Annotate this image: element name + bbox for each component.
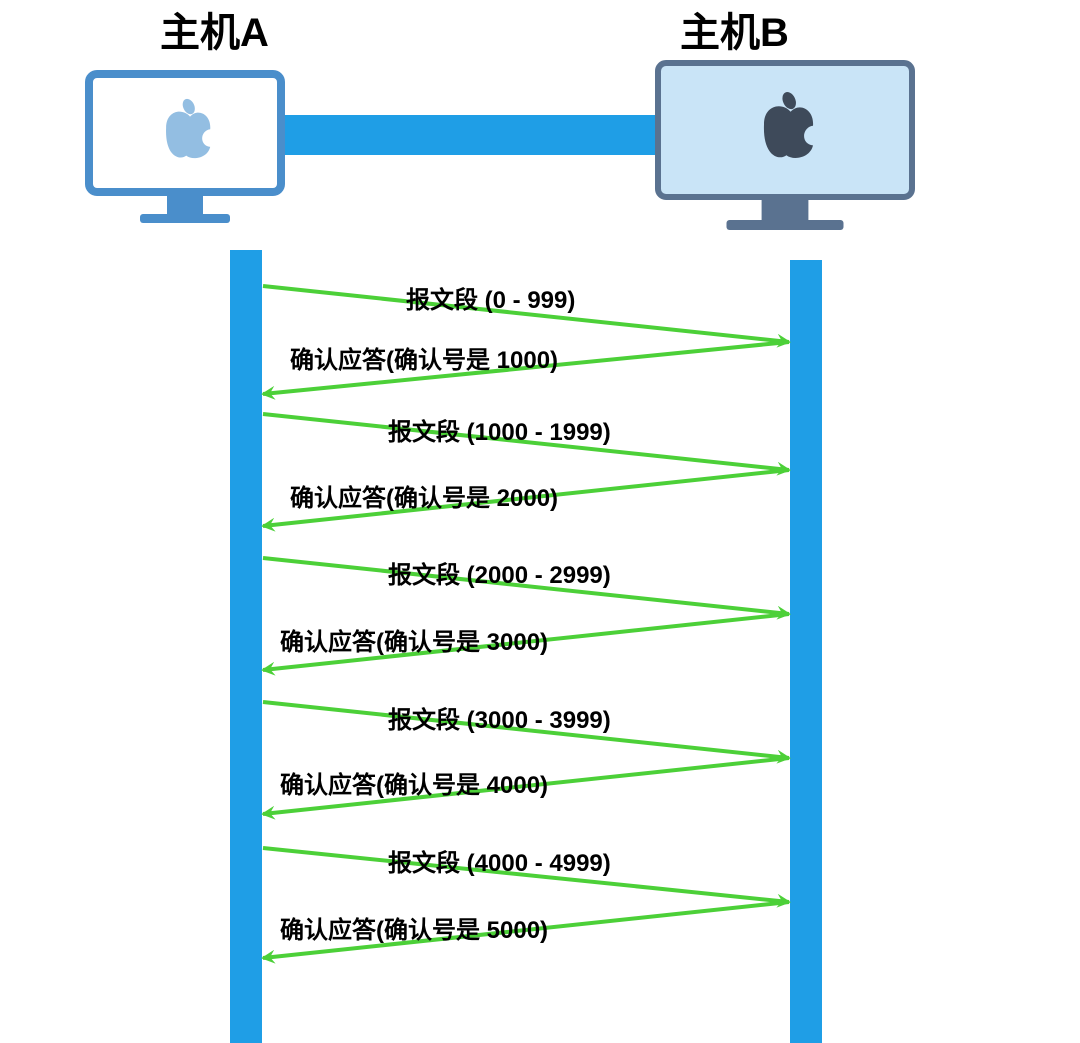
host-b-label: 主机B	[680, 0, 789, 58]
message-label-1: 确认应答(确认号是 1000)	[290, 340, 558, 375]
message-label-0: 报文段 (0 - 999)	[406, 280, 575, 315]
timeline-b	[790, 260, 822, 1043]
computer-b	[655, 60, 915, 265]
message-label-5: 确认应答(确认号是 3000)	[280, 622, 548, 657]
host-a-label: 主机A	[160, 0, 269, 58]
message-label-6: 报文段 (3000 - 3999)	[388, 700, 611, 735]
message-label-3: 确认应答(确认号是 2000)	[290, 478, 558, 513]
timeline-a	[230, 250, 262, 1043]
message-label-4: 报文段 (2000 - 2999)	[388, 555, 611, 590]
message-label-8: 报文段 (4000 - 4999)	[388, 843, 611, 878]
computer-a	[85, 70, 285, 255]
connection-bar	[270, 115, 670, 155]
message-label-7: 确认应答(确认号是 4000)	[280, 765, 548, 800]
message-label-9: 确认应答(确认号是 5000)	[280, 910, 548, 945]
message-label-2: 报文段 (1000 - 1999)	[388, 412, 611, 447]
